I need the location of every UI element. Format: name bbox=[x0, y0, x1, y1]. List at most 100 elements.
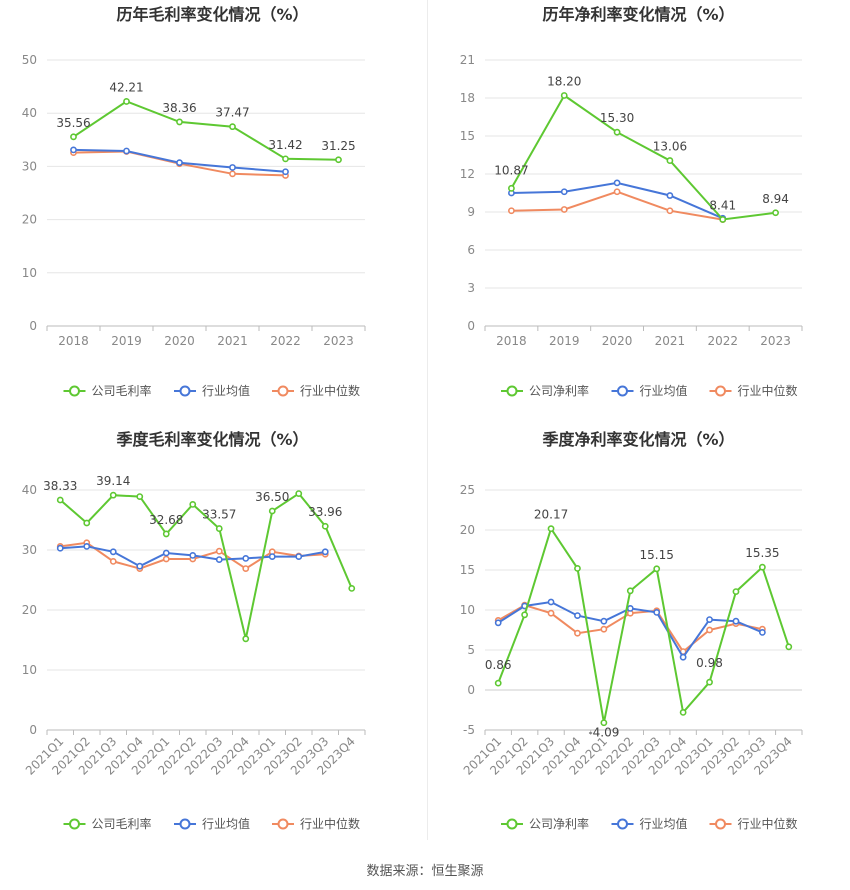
data-label: 36.50 bbox=[255, 490, 289, 504]
data-point-industry_median bbox=[666, 207, 674, 215]
legend-item: 公司净利率 bbox=[501, 816, 589, 831]
y-tick-label: 20 bbox=[22, 603, 37, 617]
data-point-industry_median bbox=[560, 206, 568, 213]
legend-marker bbox=[715, 818, 726, 830]
legend-label: 行业中位数 bbox=[300, 383, 360, 398]
data-point-company bbox=[268, 507, 276, 515]
data-label: 15.30 bbox=[600, 111, 634, 125]
data-point-company bbox=[666, 157, 674, 164]
legend-marker bbox=[179, 818, 191, 830]
legend-label: 行业均值 bbox=[202, 383, 250, 398]
data-point-company bbox=[508, 184, 515, 192]
data-point-industry_mean bbox=[282, 168, 289, 176]
data-label: -4.09 bbox=[588, 726, 619, 740]
legend-marker bbox=[69, 385, 80, 397]
series-line-company bbox=[510, 94, 776, 221]
legend-label: 公司净利率 bbox=[529, 816, 589, 831]
y-tick-label: 5 bbox=[467, 643, 475, 657]
y-tick-label: 40 bbox=[22, 106, 37, 120]
x-tick-label: 2022 bbox=[270, 334, 301, 348]
legend-marker bbox=[506, 818, 518, 830]
data-label: 0.86 bbox=[485, 658, 512, 672]
y-tick-label: 25 bbox=[460, 483, 475, 497]
data-point-company bbox=[123, 98, 130, 105]
data-point-industry_mean bbox=[242, 554, 250, 562]
data-point-industry_mean bbox=[83, 543, 91, 550]
legend-label: 行业中位数 bbox=[300, 816, 360, 831]
y-tick-label: 10 bbox=[22, 266, 37, 280]
x-tick-label: 2023 bbox=[760, 334, 791, 348]
legend-marker bbox=[69, 818, 80, 830]
y-tick-label: 40 bbox=[22, 483, 37, 497]
data-point-industry_median bbox=[242, 565, 250, 572]
data-point-industry_median bbox=[508, 207, 515, 215]
data-point-industry_mean bbox=[162, 549, 170, 557]
quarterly-net-chart: 季度净利率变化情况（%）-505101520252021Q12021Q22021… bbox=[460, 430, 803, 831]
y-tick-label: 20 bbox=[460, 523, 475, 537]
series-line-industry_mean bbox=[511, 181, 724, 220]
legend-label: 公司毛利率 bbox=[92, 383, 152, 398]
legend-item: 行业均值 bbox=[174, 383, 250, 398]
data-label: 18.20 bbox=[547, 74, 581, 88]
y-tick-label: 20 bbox=[22, 213, 37, 227]
data-point-industry_mean bbox=[679, 653, 687, 661]
legend-label: 行业均值 bbox=[640, 816, 688, 831]
data-point-company bbox=[295, 490, 303, 497]
data-label: 10.87 bbox=[494, 163, 528, 177]
data-point-industry_median bbox=[706, 626, 713, 634]
series-line-company bbox=[72, 100, 339, 161]
data-point-industry_mean bbox=[70, 146, 77, 154]
data-point-industry_mean bbox=[215, 556, 223, 563]
y-tick-label: 15 bbox=[460, 563, 475, 577]
data-source-note: 数据来源：恒生聚源 bbox=[366, 864, 484, 879]
legend-item: 公司毛利率 bbox=[63, 383, 152, 398]
data-point-company bbox=[282, 155, 289, 163]
data-point-industry_mean bbox=[666, 192, 674, 199]
legend-marker bbox=[506, 385, 518, 397]
chart-panel-quarterly-net: 季度净利率变化情况（%） -5 0 5 10 15 20 25 2021Q1 2021Q2 2021… bbox=[427, 422, 850, 852]
chart-title: 季度净利率变化情况（%） bbox=[541, 430, 734, 449]
legend-marker bbox=[617, 385, 628, 397]
legend-item: 行业中位数 bbox=[272, 816, 360, 831]
y-tick-label: 50 bbox=[22, 53, 37, 67]
data-point-industry_mean bbox=[189, 551, 197, 559]
chart-panel-annual-gross: 历年毛利率变化情况（%） 0 10 20 30 40 50 2018 2019 2020 2021 2… bbox=[0, 0, 425, 430]
x-tick-label: 2022 bbox=[707, 334, 738, 348]
chart-title: 季度毛利率变化情况（%） bbox=[115, 430, 308, 449]
y-tick-label: 12 bbox=[460, 167, 475, 181]
data-point-industry_mean bbox=[560, 188, 568, 196]
data-point-industry_mean bbox=[176, 159, 183, 167]
legend-item: 行业中位数 bbox=[709, 383, 798, 398]
x-tick-label: 2020 bbox=[164, 334, 195, 348]
data-point-industry_mean bbox=[613, 179, 621, 187]
x-tick-label: 2021 bbox=[217, 334, 248, 348]
data-point-industry_mean bbox=[229, 164, 236, 171]
legend-item: 行业中位数 bbox=[272, 383, 360, 398]
data-point-industry_mean bbox=[295, 553, 303, 560]
data-point-industry_median bbox=[547, 609, 555, 617]
x-tick-label: 2021 bbox=[655, 334, 686, 348]
data-point-industry_median bbox=[215, 547, 223, 555]
legend-label: 公司净利率 bbox=[529, 383, 589, 398]
data-label: 8.41 bbox=[709, 198, 736, 212]
chart-title: 历年毛利率变化情况（%） bbox=[116, 5, 308, 24]
data-point-company bbox=[732, 588, 740, 595]
series-line-company bbox=[59, 492, 353, 640]
data-point-company bbox=[321, 522, 329, 530]
data-label: 8.94 bbox=[762, 192, 789, 206]
chart-panel-annual-net: 历年净利率变化情况（%） 0 3 6 9 12 15 18 21 2018 2019 2020 2021… bbox=[427, 0, 850, 430]
data-point-company bbox=[626, 587, 634, 595]
data-point-company bbox=[136, 493, 144, 500]
legend-marker bbox=[617, 818, 628, 830]
data-point-company bbox=[560, 92, 568, 99]
data-label: 20.17 bbox=[534, 508, 568, 522]
data-point-industry_mean bbox=[574, 612, 581, 619]
y-tick-label: 21 bbox=[460, 53, 475, 67]
y-tick-label: 10 bbox=[460, 603, 475, 617]
data-point-industry_mean bbox=[758, 628, 766, 636]
data-point-company bbox=[242, 635, 250, 643]
legend-marker bbox=[277, 818, 289, 830]
data-label: 31.25 bbox=[321, 139, 355, 153]
legend-item: 行业均值 bbox=[611, 816, 688, 831]
data-point-company bbox=[335, 156, 342, 164]
